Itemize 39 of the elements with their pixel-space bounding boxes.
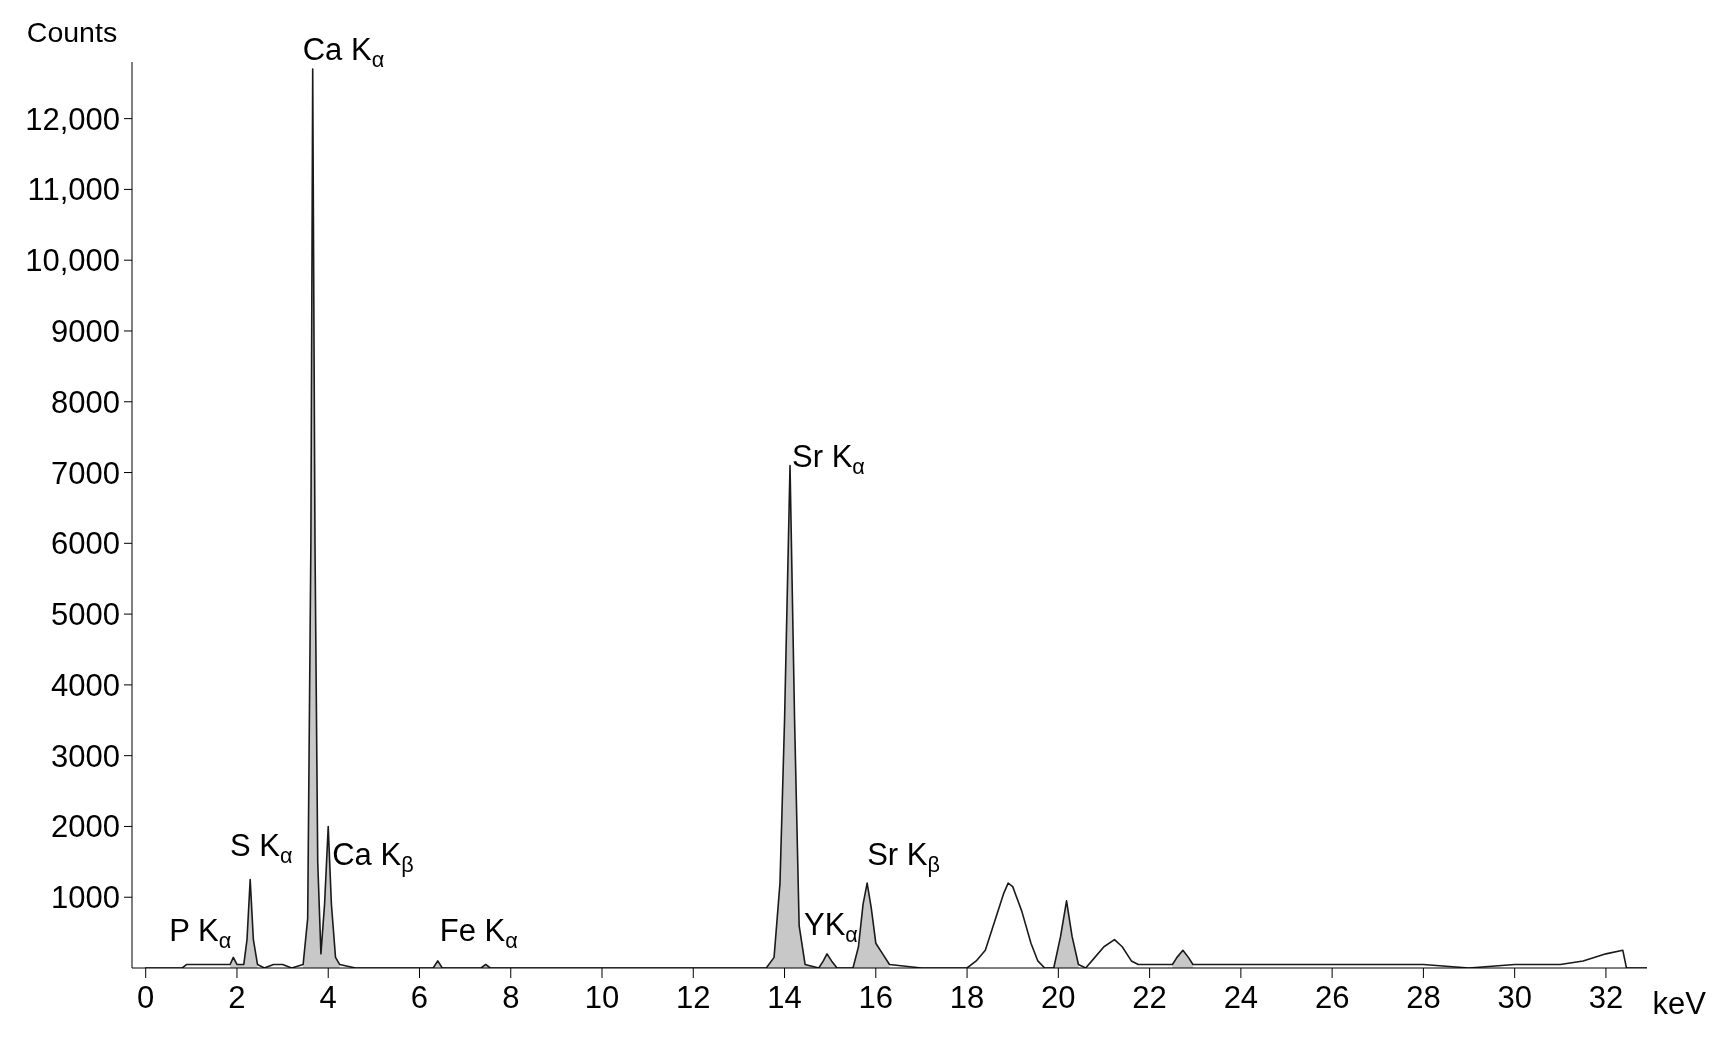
- annotation: Fe K$_{α}$: [439, 912, 518, 953]
- x-tick-label: 22: [1132, 980, 1167, 1016]
- y-tick-label: 8000: [51, 384, 120, 420]
- x-tick-label: 24: [1223, 980, 1259, 1016]
- y-tick-label: 10,000: [25, 243, 120, 279]
- y-tick-label: 11,000: [27, 172, 120, 208]
- annotation: Ca K$_{β}$: [332, 837, 414, 878]
- annotation: Sr K$_{β}$: [867, 837, 940, 877]
- y-tick-label: 6000: [51, 526, 120, 562]
- x-tick-label: 30: [1497, 980, 1532, 1016]
- x-tick-label: 2: [228, 980, 246, 1016]
- y-tick-label: 5000: [51, 597, 120, 633]
- x-tick-label: 8: [502, 980, 520, 1016]
- x-tick-label: 26: [1314, 980, 1350, 1016]
- y-tick-label: 9000: [51, 313, 120, 349]
- x-tick-label: 0: [137, 980, 155, 1016]
- annotation: P K$_{α}$: [169, 913, 232, 953]
- y-tick-label: 4000: [51, 667, 120, 703]
- x-tick-label: 16: [858, 980, 894, 1016]
- annotation: Sr K$_{α}$: [792, 439, 865, 480]
- annotation: S K$_{α}$: [229, 827, 293, 868]
- y-tick-label: 1000: [51, 880, 120, 916]
- x-tick-label: 28: [1406, 980, 1441, 1016]
- x-axis-title: keV: [1652, 986, 1707, 1021]
- x-tick-label: 32: [1588, 980, 1624, 1016]
- y-tick-label: 12,000: [25, 101, 120, 137]
- x-tick-label: 18: [949, 980, 985, 1016]
- annotation: Ca K$_{α}$: [302, 32, 385, 72]
- x-tick-label: 12: [676, 980, 711, 1016]
- y-tick-label: 3000: [51, 738, 120, 774]
- y-tick-label: 7000: [51, 455, 120, 491]
- annotation: YK$_{α}$: [803, 906, 858, 947]
- x-tick-label: 6: [410, 980, 429, 1016]
- y-axis-title: Counts: [26, 16, 118, 48]
- y-tick-label: 2000: [51, 809, 120, 845]
- x-tick-label: 20: [1041, 980, 1076, 1016]
- x-tick-label: 14: [767, 980, 802, 1016]
- x-tick-label: 4: [319, 980, 337, 1016]
- x-tick-label: 10: [584, 980, 620, 1016]
